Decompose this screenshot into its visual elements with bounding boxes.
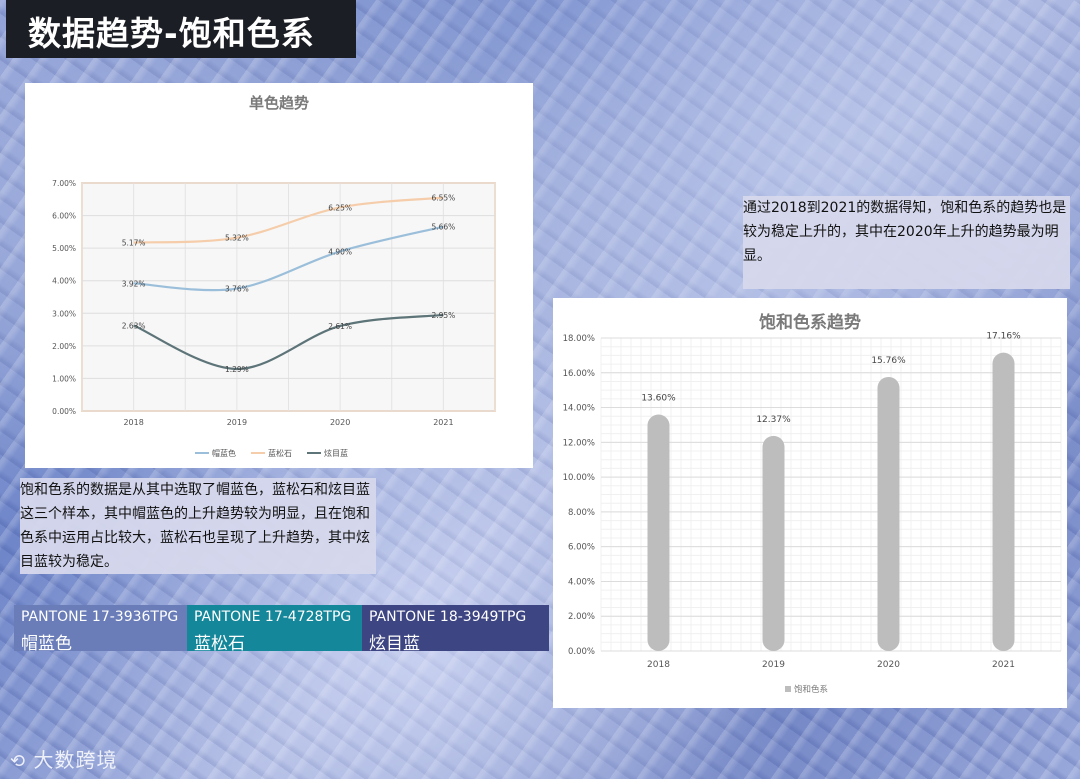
y-tick-label: 14.00% (563, 404, 595, 414)
data-label: 5.66% (431, 223, 455, 232)
x-tick-label: 2018 (123, 418, 143, 427)
y-tick-label: 0.00% (52, 407, 76, 416)
data-label: 6.25% (328, 203, 352, 212)
series-line-炫目蓝 (133, 313, 444, 371)
x-tick-label: 2021 (433, 418, 453, 427)
y-tick-label: 3.00% (52, 309, 76, 318)
y-tick-label: 1.00% (52, 374, 76, 383)
legend-label: 蓝松石 (268, 448, 292, 458)
swatch-name: 炫目蓝 (369, 634, 420, 654)
data-label: 1.29% (225, 365, 249, 374)
data-label: 4.90% (328, 247, 352, 256)
legend-label: 饱和色系 (794, 684, 828, 695)
bar-chart: 0.00% 2.00% 4.00% 6.00% 8.00% 10.00% 12.00% 14.… (563, 332, 1062, 695)
data-label: 15.76% (871, 356, 906, 366)
y-tick-label: 4.00% (52, 277, 76, 286)
series-line-帽蓝色 (133, 225, 444, 292)
data-label: 12.37% (756, 415, 791, 425)
logo-text: 大数跨境 (33, 748, 118, 772)
legend-label: 炫目蓝 (324, 448, 348, 458)
page-title: 数据趋势-饱和色系 (28, 14, 315, 53)
y-tick-label: 4.00% (568, 577, 595, 587)
data-label: 3.92% (122, 279, 146, 288)
data-label: 6.55% (431, 194, 455, 203)
left-description: 饱和色系的数据是从其中选取了帽蓝色，蓝松石和炫目蓝这三个样本，其中帽蓝色的上升趋… (20, 478, 376, 574)
x-tick-label: 2019 (762, 660, 785, 670)
y-tick-label: 16.00% (563, 369, 595, 379)
y-tick-label: 6.00% (568, 543, 595, 553)
legend-swatch (785, 686, 791, 692)
data-label: 17.16% (986, 332, 1021, 342)
left-description-text: 饱和色系的数据是从其中选取了帽蓝色，蓝松石和炫目蓝这三个样本，其中帽蓝色的上升趋… (20, 482, 370, 570)
y-tick-label: 8.00% (568, 508, 595, 518)
x-tick-label: 2020 (877, 660, 900, 670)
y-tick-label: 2.00% (568, 612, 595, 622)
y-tick-label: 2.00% (52, 342, 76, 351)
data-label: 2.61% (328, 322, 352, 331)
swatch-code: PANTONE 17-3936TPG (21, 609, 179, 625)
bar (877, 376, 900, 651)
swatch-name: 蓝松石 (194, 634, 245, 654)
series-line-蓝松石 (133, 196, 444, 244)
swatch-dazzling-blue: PANTONE 18-3949TPG 炫目蓝 (362, 605, 549, 654)
y-tick-label: 18.00% (563, 334, 595, 344)
bar (647, 414, 670, 651)
data-label: 5.32% (225, 234, 249, 243)
y-tick-label: 7.00% (52, 179, 76, 188)
logo-icon: ⟲ (10, 751, 27, 772)
y-tick-label: 5.00% (52, 244, 76, 253)
bar-chart-panel: 饱和色系趋势 0.00% 2.00% 4.00% 6.00% 8.00% 10.00% 12… (553, 298, 1067, 708)
right-description-text: 通过2018到2021的数据得知，饱和色系的趋势也是较为稳定上升的，其中在202… (743, 200, 1067, 264)
bar-chart-title: 饱和色系趋势 (759, 313, 861, 333)
y-tick-label: 10.00% (563, 473, 595, 483)
x-tick-label: 2018 (647, 660, 670, 670)
line-chart-title: 单色趋势 (248, 94, 309, 112)
line-chart: 0.00% 1.00% 2.00% 3.00% 4.00% 5.00% 6.00% 7.00%… (52, 179, 496, 458)
swatch-hat-blue: PANTONE 17-3936TPG 帽蓝色 (14, 605, 187, 654)
bar (992, 352, 1015, 651)
legend-label: 帽蓝色 (212, 448, 236, 458)
title-banner: 数据趋势-饱和色系 (6, 0, 356, 58)
y-tick-label: 12.00% (563, 438, 595, 448)
x-tick-label: 2021 (992, 660, 1015, 670)
swatch-code: PANTONE 17-4728TPG (194, 609, 352, 625)
right-description: 通过2018到2021的数据得知，饱和色系的趋势也是较为稳定上升的，其中在202… (743, 196, 1070, 289)
data-label: 2.63% (122, 321, 146, 330)
swatch-turquoise: PANTONE 17-4728TPG 蓝松石 (187, 605, 362, 654)
brand-logo: ⟲ 大数跨境 (10, 744, 117, 773)
swatch-name: 帽蓝色 (21, 634, 72, 654)
line-chart-panel: 单色趋势 0.00% 1.00% 2.00% 3.00% 4.00% 5.00% 6.00%… (25, 83, 533, 468)
y-tick-label: 0.00% (568, 647, 595, 657)
bar (762, 435, 785, 651)
x-tick-label: 2020 (330, 418, 350, 427)
data-label: 5.17% (122, 239, 146, 248)
swatch-code: PANTONE 18-3949TPG (369, 609, 527, 625)
data-label: 13.60% (641, 394, 676, 404)
y-tick-label: 6.00% (52, 212, 76, 221)
x-tick-label: 2019 (227, 418, 247, 427)
data-label: 2.95% (431, 311, 455, 320)
data-label: 3.76% (225, 285, 249, 294)
